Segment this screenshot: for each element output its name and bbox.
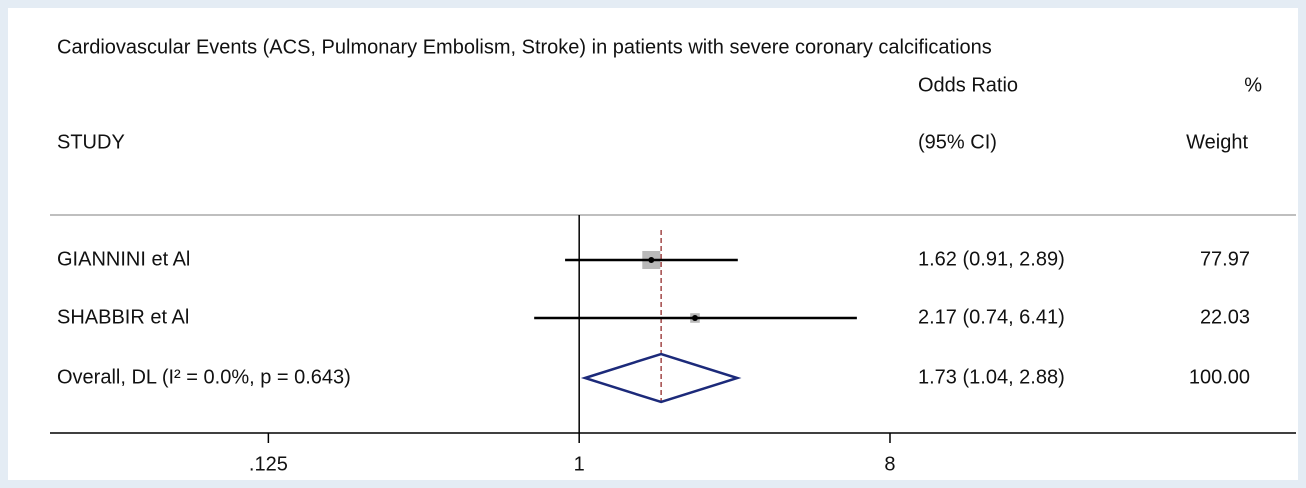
estimate-header: Odds Ratio — [918, 74, 1018, 96]
plot-background — [8, 8, 1298, 480]
point-estimate — [691, 315, 698, 321]
overall-label: Overall, DL (I² = 0.0%, p = 0.643) — [57, 366, 351, 388]
weight-label: 22.03 — [1200, 306, 1250, 328]
overall-diamond — [580, 352, 742, 404]
weight-header: % — [1244, 74, 1262, 96]
study-header: STUDY — [57, 131, 125, 153]
x-tick-label: 8 — [884, 453, 895, 475]
study-label: SHABBIR et Al — [57, 306, 189, 328]
estimate-label: 1.73 (1.04, 2.88) — [918, 366, 1065, 388]
chart-title: Cardiovascular Events (ACS, Pulmonary Em… — [57, 36, 992, 58]
x-tick-label: .125 — [249, 453, 288, 475]
estimate-header: (95% CI) — [918, 131, 997, 153]
weight-header: Weight — [1186, 131, 1248, 153]
study-label: GIANNINI et Al — [57, 248, 190, 270]
estimate-label: 1.62 (0.91, 2.89) — [918, 248, 1065, 270]
weight-label: 77.97 — [1200, 248, 1250, 270]
x-tick-label: 1 — [574, 453, 585, 475]
estimate-label: 2.17 (0.74, 6.41) — [918, 306, 1065, 328]
point-estimate — [648, 257, 655, 263]
weight-label: 100.00 — [1189, 366, 1250, 388]
